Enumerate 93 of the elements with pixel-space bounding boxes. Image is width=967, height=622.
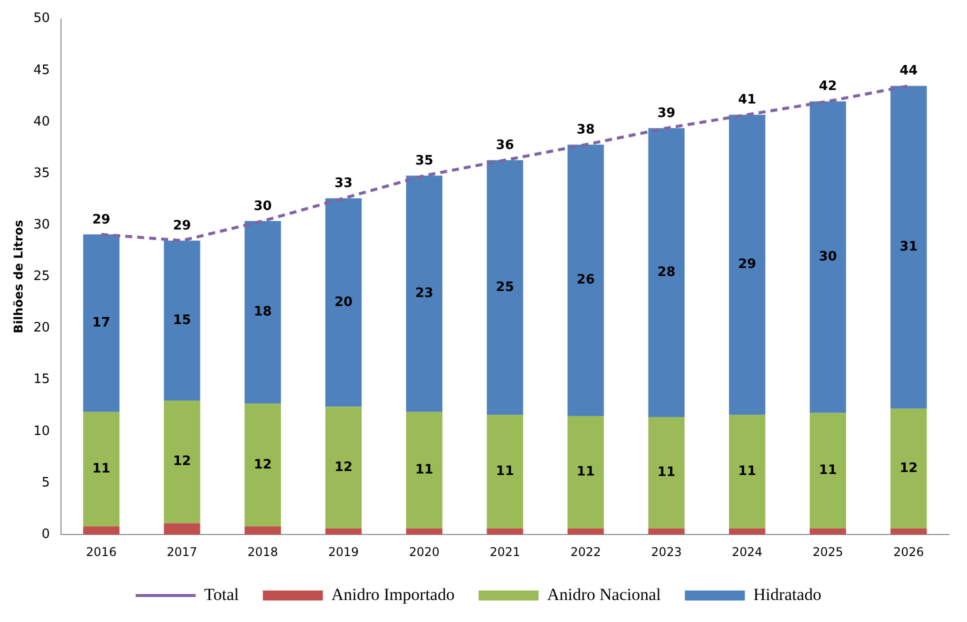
data-label: 23 — [415, 286, 434, 302]
data-label: 29 — [172, 218, 192, 234]
data-label: 11 — [576, 464, 595, 480]
bar — [486, 160, 524, 415]
data-label: 44 — [900, 64, 918, 79]
x-tick-label: 2019 — [328, 544, 359, 559]
bar — [83, 412, 120, 526]
data-label: 12 — [172, 454, 192, 470]
bar — [729, 528, 766, 535]
x-tick-label: 2021 — [490, 544, 520, 559]
data-label: 12 — [334, 460, 353, 475]
data-label: 35 — [415, 153, 434, 168]
data-label: 11 — [415, 462, 434, 478]
data-label: 28 — [657, 264, 676, 280]
bar — [164, 523, 200, 535]
data-label: 18 — [254, 304, 272, 320]
bar — [729, 114, 766, 415]
bar — [568, 144, 604, 416]
legend-label: Total — [204, 584, 240, 604]
legend-label: Anidro Importado — [331, 584, 455, 604]
y-tick-label: 25 — [33, 269, 50, 284]
bar — [890, 528, 927, 535]
data-label: 11 — [92, 461, 110, 476]
data-label: 31 — [900, 240, 918, 255]
bar — [244, 220, 281, 404]
data-label: 33 — [334, 176, 353, 192]
data-label: 29 — [92, 212, 110, 228]
bar — [486, 528, 524, 535]
y-tick-label: 45 — [33, 62, 50, 78]
legend-label: Anidro Nacional — [547, 584, 662, 604]
x-tick-label: 2023 — [651, 544, 682, 559]
legend-label: Hidratado — [753, 584, 822, 604]
x-tick-label: 2026 — [893, 544, 924, 559]
bar — [648, 128, 685, 417]
y-tick-label: 5 — [42, 475, 50, 490]
bar — [648, 417, 685, 528]
bar — [83, 526, 120, 535]
data-label: 12 — [254, 457, 272, 472]
bar — [325, 528, 362, 535]
y-tick-label: 50 — [33, 11, 50, 26]
bar — [406, 412, 442, 528]
data-label: 42 — [818, 79, 837, 94]
data-label: 39 — [657, 106, 676, 122]
bar — [648, 528, 685, 535]
x-tick-label: 2022 — [570, 544, 601, 559]
x-tick-label: 2017 — [166, 544, 198, 559]
data-label: 11 — [496, 464, 514, 480]
bar — [810, 412, 846, 528]
bar — [325, 198, 362, 407]
bar — [890, 86, 927, 409]
y-tick-label: 35 — [33, 166, 50, 181]
y-tick-label: 20 — [33, 320, 50, 336]
data-label: 11 — [657, 465, 676, 480]
bar — [810, 528, 846, 535]
data-label: 20 — [334, 294, 353, 310]
data-label: 17 — [92, 315, 110, 330]
bar — [244, 404, 281, 526]
bar — [810, 101, 846, 413]
data-label: 25 — [496, 280, 514, 295]
bar — [325, 406, 362, 528]
x-tick-label: 2018 — [248, 544, 278, 559]
bar — [406, 176, 442, 412]
data-label: 41 — [738, 92, 756, 108]
y-tick-label: 0 — [42, 526, 50, 542]
bar — [83, 234, 120, 412]
x-tick-label: 2025 — [812, 544, 844, 559]
y-tick-label: 30 — [33, 217, 50, 232]
bar — [164, 400, 200, 524]
data-label: 29 — [738, 257, 756, 272]
data-label: 30 — [818, 249, 837, 264]
data-label: 36 — [496, 138, 514, 154]
data-label: 12 — [900, 460, 918, 476]
data-label: 15 — [172, 312, 192, 328]
bar — [164, 240, 200, 400]
bar — [244, 526, 281, 535]
x-tick-label: 2024 — [732, 544, 762, 559]
data-label: 30 — [254, 198, 272, 214]
y-axis-title: Bilhões de Litros — [11, 220, 26, 334]
bar — [890, 408, 927, 528]
data-label: 26 — [576, 272, 595, 288]
data-label: 11 — [738, 464, 756, 480]
x-tick-label: 2020 — [408, 544, 440, 559]
data-label: 38 — [576, 122, 595, 138]
bar — [486, 414, 524, 528]
x-tick-label: 2016 — [86, 544, 117, 559]
bar — [568, 528, 604, 535]
bar — [568, 416, 604, 528]
data-label: 11 — [818, 463, 837, 478]
bar — [406, 528, 442, 535]
y-tick-label: 40 — [33, 114, 50, 130]
y-tick-label: 10 — [33, 424, 50, 439]
bar — [729, 414, 766, 528]
y-tick-label: 15 — [33, 372, 50, 388]
